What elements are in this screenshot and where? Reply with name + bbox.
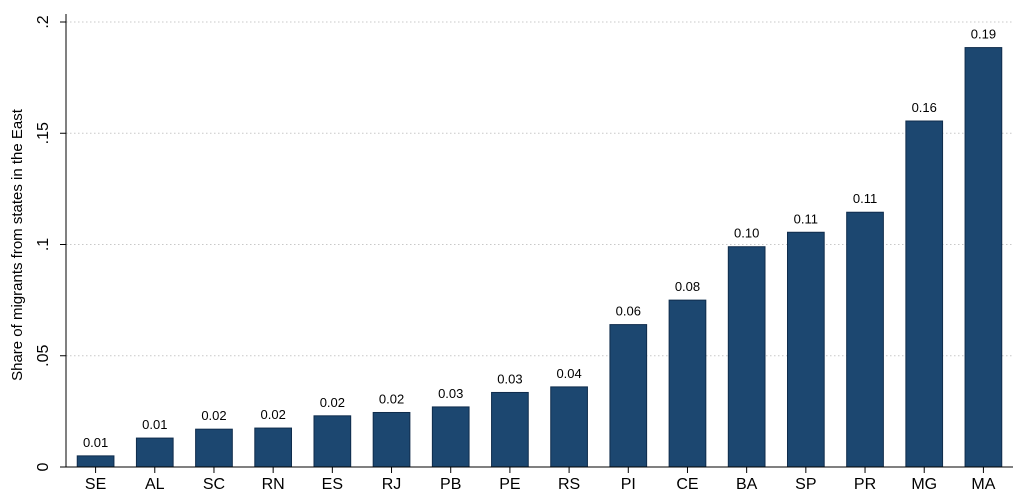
data-label-al: 0.01 [142, 417, 167, 432]
bar-sc [195, 428, 233, 468]
data-label-ce: 0.08 [675, 279, 700, 294]
data-label-pe: 0.03 [497, 371, 522, 386]
data-label-sc: 0.02 [201, 408, 226, 423]
bar-ce [668, 299, 707, 468]
bar-pb [431, 406, 470, 468]
x-tick-label-mg: MG [911, 476, 937, 493]
x-tick-label-rs: RS [558, 476, 580, 493]
y-axis-title: Share of migrants from states in the Eas… [9, 108, 26, 381]
bar-rn [254, 427, 293, 468]
data-labels: 0.01 0.01 0.02 0.02 0.02 0.02 0.03 0.03 0.04 0.06… [83, 27, 996, 450]
x-tick-label-rn: RN [262, 476, 285, 493]
x-tick-label-ce: CE [676, 476, 698, 493]
x-tick-label-pe: PE [499, 476, 520, 493]
data-label-mg: 0.16 [912, 100, 937, 115]
data-label-pi: 0.06 [616, 304, 641, 319]
data-label-sp: 0.11 [794, 211, 818, 226]
bar-ma [964, 47, 1003, 468]
x-tick-label-pb: PB [440, 476, 461, 493]
data-label-rs: 0.04 [556, 366, 581, 381]
x-tick-label-ba: BA [736, 476, 758, 493]
axes [65, 14, 1013, 468]
x-tick-label-pi: PI [621, 476, 636, 493]
x-tick-label-es: ES [322, 476, 343, 493]
bar-rs [550, 386, 588, 468]
x-tick-label-ma: MA [971, 476, 995, 493]
data-label-es: 0.02 [320, 395, 345, 410]
bar-mg [905, 120, 944, 468]
y-tick-label: 0 [35, 462, 52, 471]
y-tick-label: .15 [35, 122, 52, 144]
bar-al [135, 437, 174, 468]
bar-sp [786, 231, 825, 468]
bar-pe [491, 391, 529, 468]
bars [76, 47, 1003, 468]
y-axis-ticks: 0 .05 .1 .15 .2 [35, 15, 66, 471]
x-tick-label-pr: PR [854, 476, 876, 493]
data-label-rn: 0.02 [261, 407, 286, 422]
x-tick-label-al: AL [145, 476, 165, 493]
x-axis-ticks: SE AL SC RN ES RJ PB PE RS PI CE BA SP PR MG MA [85, 467, 996, 493]
y-tick-label: .2 [35, 15, 52, 28]
bar-ba [727, 246, 766, 468]
data-label-pb: 0.03 [438, 386, 463, 401]
data-label-se: 0.01 [83, 435, 108, 450]
bar-pi [609, 324, 648, 468]
data-label-rj: 0.02 [379, 391, 404, 406]
data-label-ba: 0.10 [734, 226, 759, 241]
x-tick-label-sc: SC [203, 476, 225, 493]
x-tick-label-sp: SP [795, 476, 816, 493]
data-label-pr: 0.11 [853, 191, 877, 206]
bar-pr [846, 211, 884, 468]
y-tick-label: .05 [35, 345, 52, 367]
y-tick-label: .1 [35, 238, 52, 251]
bar-rj [372, 411, 411, 468]
bar-es [313, 415, 352, 468]
data-label-ma: 0.19 [971, 27, 996, 42]
bar-se [76, 455, 115, 468]
x-tick-label-se: SE [85, 476, 106, 493]
x-tick-label-rj: RJ [382, 476, 402, 493]
